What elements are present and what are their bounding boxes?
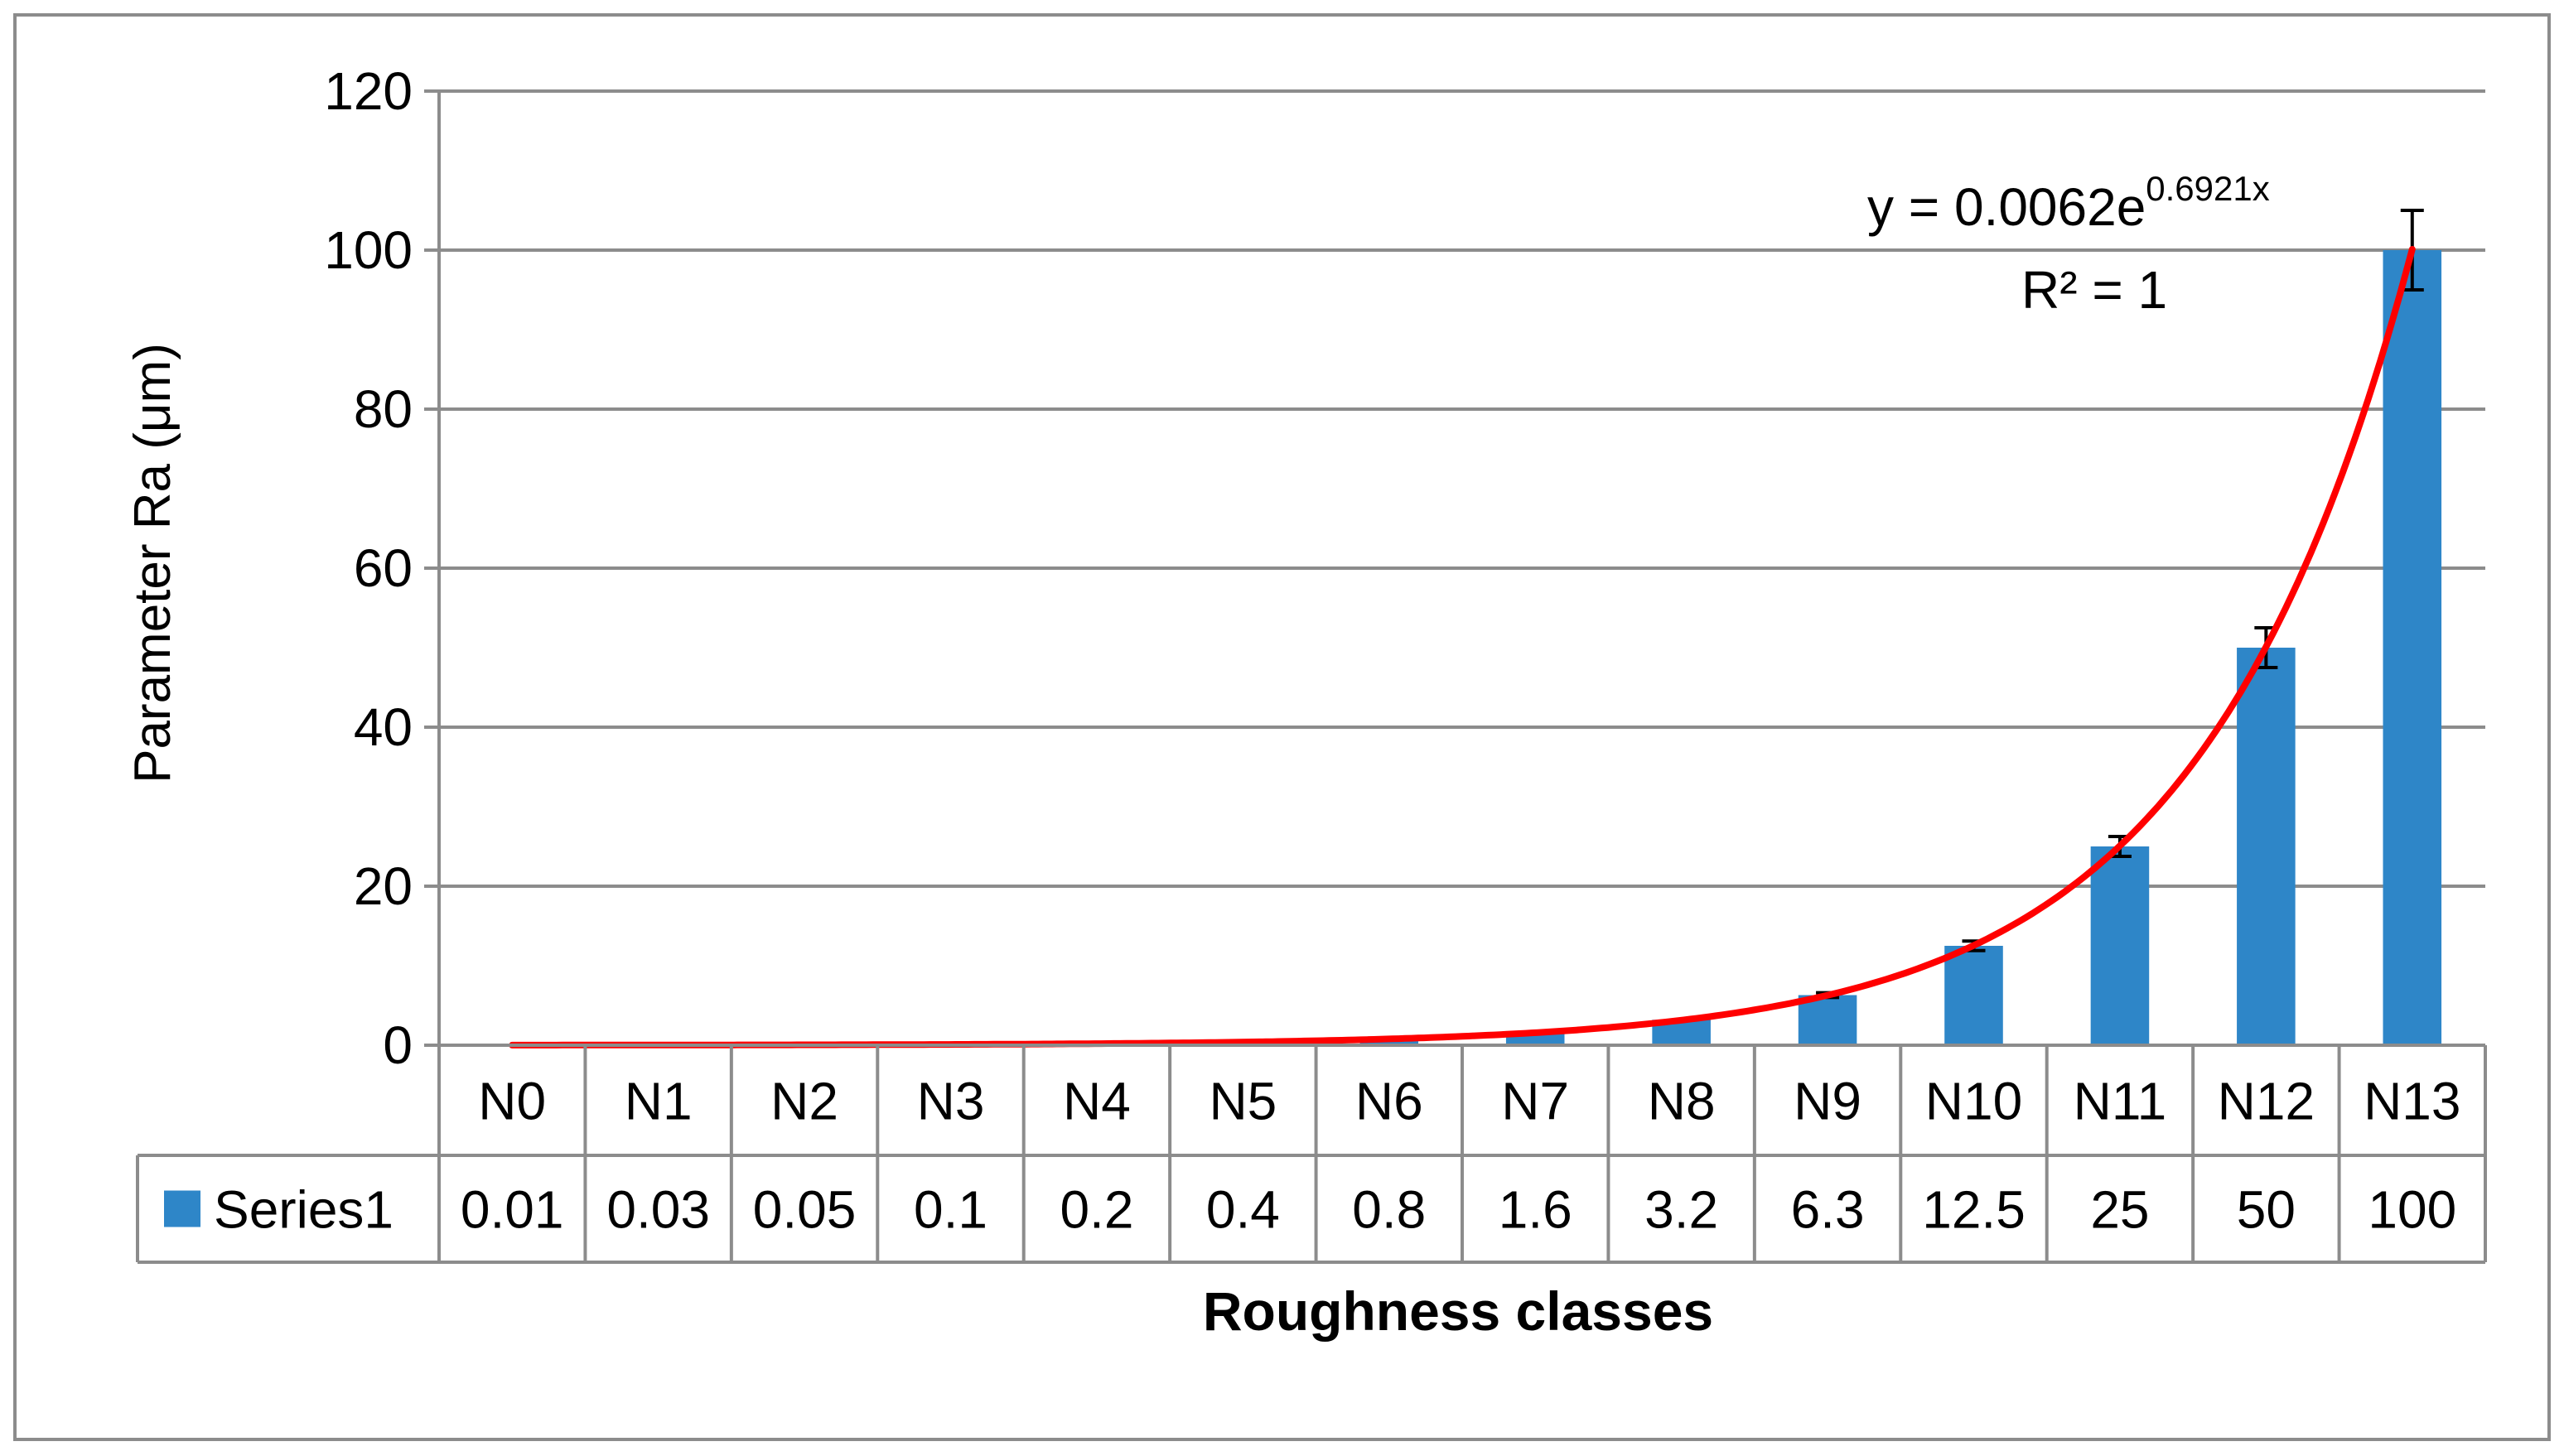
data-label: 25 xyxy=(2090,1180,2149,1240)
y-axis-label: Parameter Ra (μm) xyxy=(124,343,181,783)
x-tick-label: N3 xyxy=(917,1072,985,1131)
x-axis-label: Roughness classes xyxy=(1203,1280,1713,1342)
data-label: 0.2 xyxy=(1060,1180,1133,1240)
y-axis-ticks: 0 20 40 60 80 100 120 xyxy=(324,61,439,1075)
y-tick-label: 20 xyxy=(354,856,413,916)
x-tick-label: N11 xyxy=(2074,1072,2167,1131)
data-label: 0.01 xyxy=(461,1180,564,1240)
bar xyxy=(2383,250,2442,1045)
y-tick-label: 0 xyxy=(383,1015,413,1075)
x-tick-label: N7 xyxy=(1501,1072,1569,1131)
bar xyxy=(2090,846,2150,1045)
r-squared-label: R² = 1 xyxy=(2021,260,2167,320)
y-tick-label: 100 xyxy=(324,220,413,280)
data-label: 12.5 xyxy=(1922,1180,2026,1240)
x-tick-label: N10 xyxy=(1925,1072,2022,1131)
legend-series-name: Series1 xyxy=(214,1180,394,1240)
x-tick-label: N4 xyxy=(1063,1072,1131,1131)
x-tick-label: N8 xyxy=(1648,1072,1716,1131)
bar xyxy=(1798,995,1857,1045)
x-tick-label: N12 xyxy=(2218,1072,2315,1131)
y-tick-label: 40 xyxy=(354,697,413,757)
data-label: 0.4 xyxy=(1206,1180,1280,1240)
data-label: 3.2 xyxy=(1644,1180,1718,1240)
x-tick-label: N13 xyxy=(2364,1072,2460,1131)
data-label: 100 xyxy=(2368,1180,2456,1240)
y-tick-label: 80 xyxy=(354,379,413,439)
x-tick-label: N0 xyxy=(478,1072,546,1131)
data-label: 6.3 xyxy=(1791,1180,1865,1240)
data-label: 0.03 xyxy=(606,1180,710,1240)
trendline-equation: y = 0.0062e0.6921x xyxy=(1867,169,2270,237)
x-tick-label: N9 xyxy=(1794,1072,1861,1131)
bar xyxy=(2237,648,2296,1045)
data-label: 0.05 xyxy=(753,1180,857,1240)
x-tick-label: N6 xyxy=(1355,1072,1423,1131)
data-label: 50 xyxy=(2237,1180,2296,1240)
data-label: 0.1 xyxy=(914,1180,987,1240)
x-tick-label: N5 xyxy=(1209,1072,1277,1131)
data-label: 1.6 xyxy=(1499,1180,1572,1240)
bar xyxy=(1944,946,2003,1045)
x-tick-label: N2 xyxy=(770,1072,838,1131)
data-table: N0 N1 N2 N3 N4 N5 N6 N7 N8 N9 N10 N11 N12 N13 0.01 0.03… xyxy=(136,1044,2487,1264)
x-tick-label: N1 xyxy=(625,1072,693,1131)
data-label: 0.8 xyxy=(1352,1180,1426,1240)
legend-swatch xyxy=(164,1190,200,1227)
y-tick-label: 60 xyxy=(354,538,413,598)
bars xyxy=(482,250,2442,1045)
y-tick-label: 120 xyxy=(324,61,413,121)
